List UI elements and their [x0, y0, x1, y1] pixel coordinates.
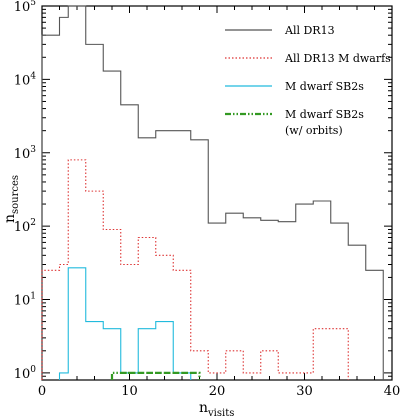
x-tick-label: 0 — [38, 384, 46, 399]
histogram-series-1 — [41, 5, 384, 380]
legend-label: All DR13 — [284, 24, 335, 37]
y-tick-label: 101 — [14, 292, 36, 309]
y-axis-label-sub: sources — [10, 175, 21, 214]
x-tick-label: 20 — [209, 384, 226, 399]
axis-labels: nvisits nsources — [2, 175, 234, 419]
y-tick-exponent: 3 — [30, 145, 36, 155]
y-tick-label: 102 — [14, 218, 36, 235]
y-tick-exponent: 2 — [30, 218, 36, 228]
y-tick-exponent: 5 — [30, 0, 36, 8]
x-tick-label: 30 — [296, 384, 313, 399]
histogram-series-3 — [58, 267, 192, 380]
y-tick-exponent: 4 — [30, 71, 36, 81]
legend-label: M dwarf SB2s — [285, 108, 364, 121]
x-tick-label: 10 — [121, 384, 138, 399]
y-tick-label: 104 — [14, 71, 37, 88]
legend-label-line2: (w/ orbits) — [285, 124, 343, 137]
legend: All DR13 All DR13 M dwarfs M dwarf SB2s M d… — [225, 24, 391, 137]
y-tick-exponent: 1 — [30, 292, 36, 302]
y-tick-label: 105 — [14, 0, 37, 15]
histogram-series — [41, 5, 384, 380]
y-tick-label: 100 — [14, 365, 37, 382]
y-axis-label: nsources — [2, 175, 21, 223]
histogram-series-2 — [41, 159, 349, 380]
x-tick-label: 40 — [384, 384, 400, 399]
legend-label: All DR13 M dwarfs — [284, 52, 391, 65]
legend-label: M dwarf SB2s — [285, 80, 364, 93]
y-tick-label: 103 — [14, 145, 37, 162]
x-axis-label: nvisits — [199, 400, 234, 419]
y-tick-exponent: 0 — [30, 365, 36, 375]
x-axis-label-sub: visits — [207, 408, 234, 419]
histogram-series-4 — [110, 371, 201, 380]
